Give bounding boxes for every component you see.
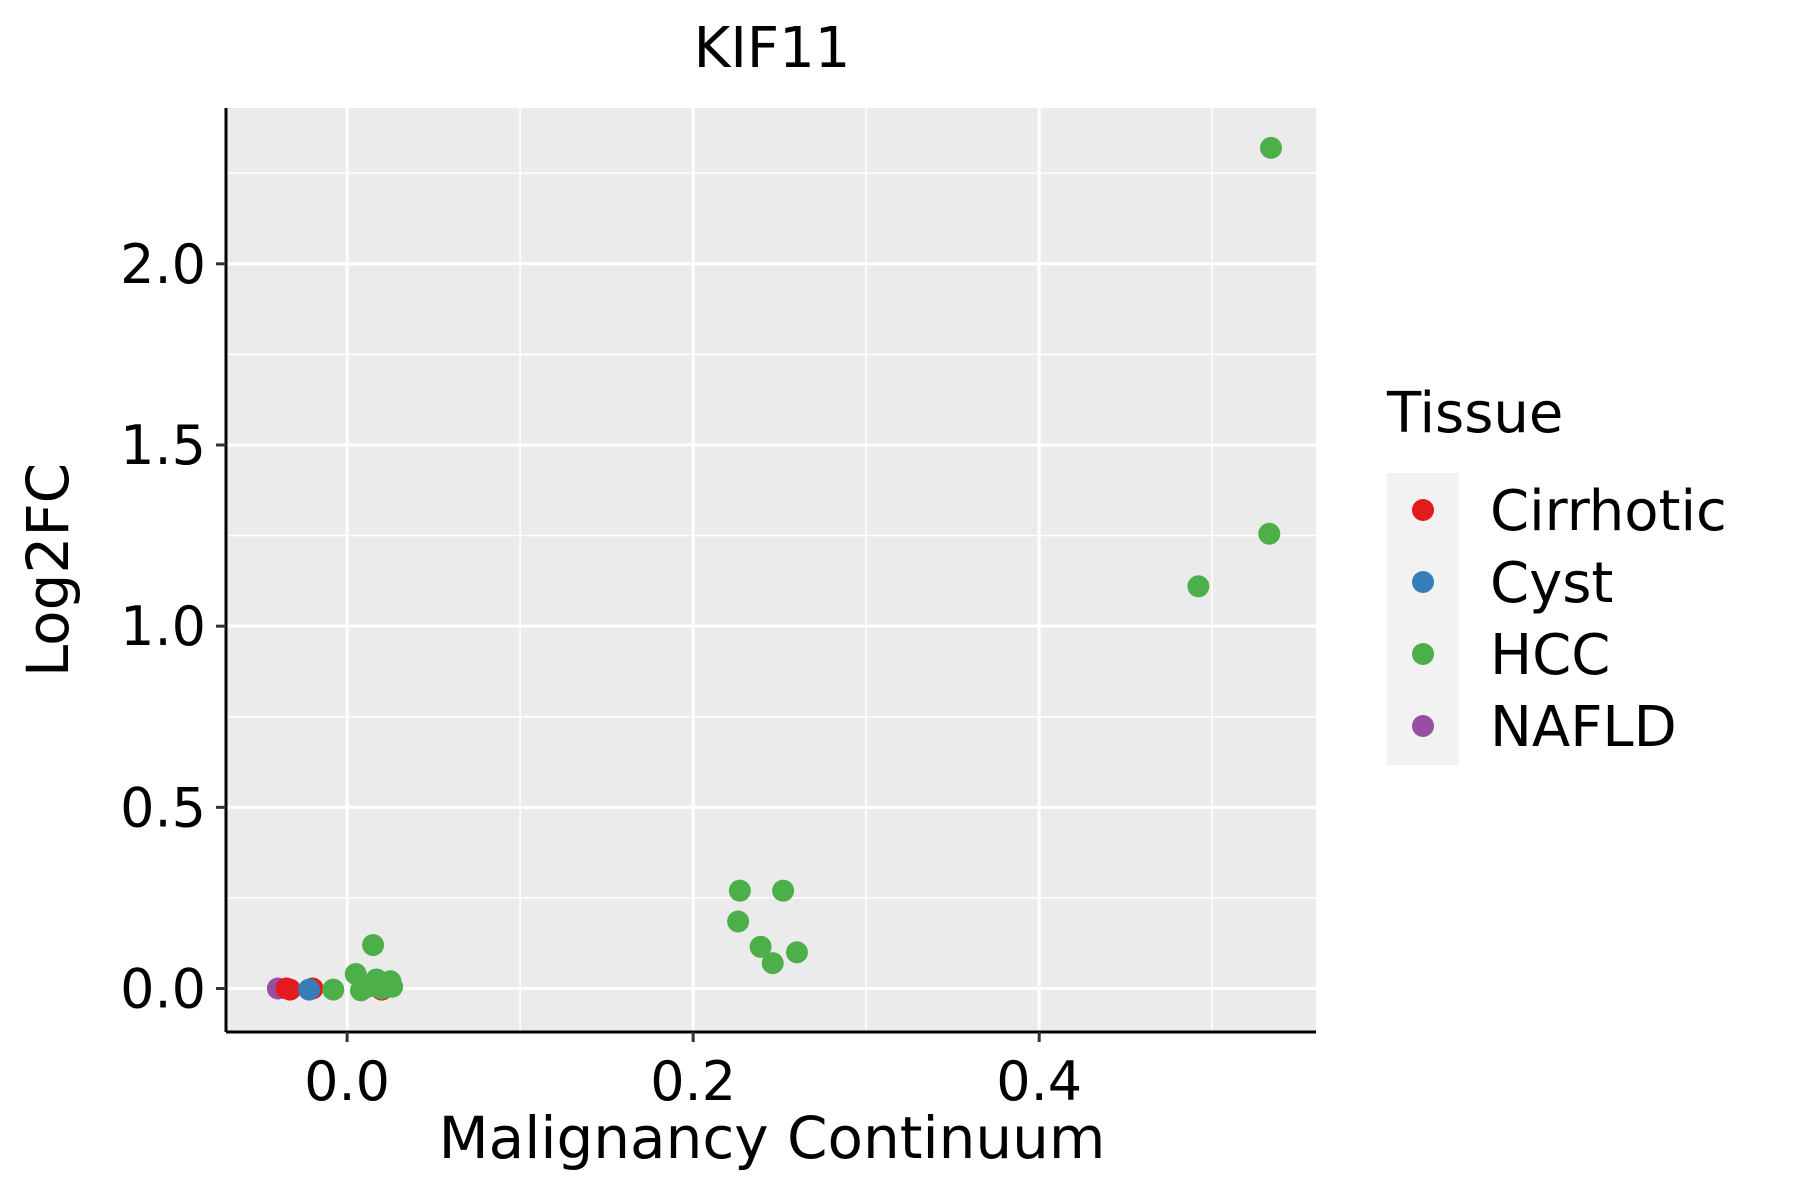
point-hcc bbox=[727, 910, 750, 933]
x-tick-label: 0.4 bbox=[996, 1050, 1082, 1113]
point-hcc bbox=[761, 952, 784, 975]
major-gridlines bbox=[226, 108, 1316, 1032]
x-axis-title: Malignancy Continuum bbox=[439, 1104, 1106, 1172]
legend-key-nafld bbox=[1412, 715, 1434, 737]
minor-gridlines bbox=[226, 108, 1316, 1032]
point-cyst bbox=[298, 978, 321, 1001]
point-hcc bbox=[785, 941, 808, 964]
legend-label-nafld: NAFLD bbox=[1490, 695, 1677, 760]
point-hcc bbox=[728, 879, 751, 902]
y-axis-title: Log2FC bbox=[14, 463, 82, 677]
point-hcc bbox=[322, 978, 345, 1001]
plot-panel bbox=[226, 108, 1316, 1032]
legend-key-cirrhotic bbox=[1412, 499, 1434, 521]
legend: Tissue Cirrhotic Cyst HCC NAFLD bbox=[1386, 381, 1727, 765]
point-hcc bbox=[1187, 575, 1210, 598]
legend-key-cyst bbox=[1412, 571, 1434, 593]
y-tick-label: 0.0 bbox=[120, 958, 206, 1021]
point-hcc bbox=[362, 934, 385, 957]
legend-key-hcc bbox=[1412, 643, 1434, 665]
point-hcc bbox=[1258, 522, 1281, 545]
y-tick-label: 0.5 bbox=[120, 776, 206, 839]
y-tick-label: 2.0 bbox=[120, 233, 206, 296]
legend-title: Tissue bbox=[1386, 381, 1563, 446]
chart-title: KIF11 bbox=[694, 16, 851, 81]
point-hcc bbox=[381, 975, 404, 998]
x-axis-ticks: 0.0 0.2 0.4 bbox=[304, 1032, 1082, 1113]
legend-label-cirrhotic: Cirrhotic bbox=[1490, 479, 1727, 544]
y-tick-label: 1.0 bbox=[120, 595, 206, 658]
point-cirrhotic bbox=[279, 978, 302, 1001]
point-hcc bbox=[749, 935, 772, 958]
point-hcc bbox=[1260, 136, 1283, 159]
data-points bbox=[266, 136, 1283, 1002]
y-axis-ticks: 0.0 0.5 1.0 1.5 2.0 bbox=[120, 233, 226, 1021]
legend-label-cyst: Cyst bbox=[1490, 551, 1613, 616]
point-hcc bbox=[772, 879, 795, 902]
x-tick-label: 0.2 bbox=[650, 1050, 736, 1113]
x-tick-label: 0.0 bbox=[304, 1050, 390, 1113]
legend-entries: Cirrhotic Cyst HCC NAFLD bbox=[1412, 479, 1727, 760]
legend-label-hcc: HCC bbox=[1490, 623, 1610, 688]
y-tick-label: 1.5 bbox=[120, 414, 206, 477]
